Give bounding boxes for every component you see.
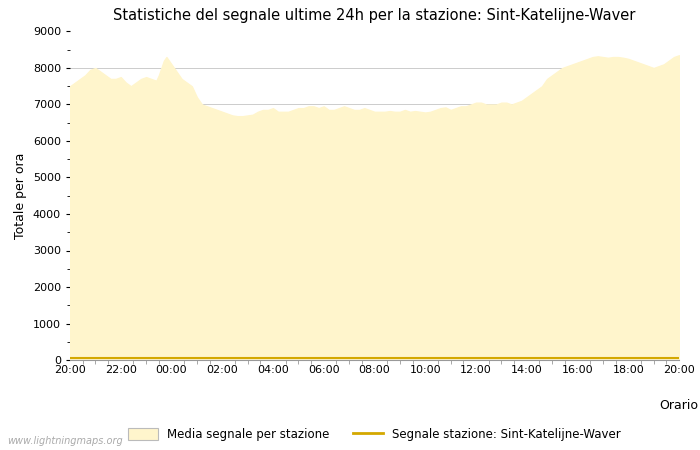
X-axis label: Orario: Orario <box>659 400 699 412</box>
Legend: Media segnale per stazione, Segnale stazione: Sint-Katelijne-Waver: Media segnale per stazione, Segnale staz… <box>123 423 626 446</box>
Text: www.lightningmaps.org: www.lightningmaps.org <box>7 436 122 446</box>
Title: Statistiche del segnale ultime 24h per la stazione: Sint-Katelijne-Waver: Statistiche del segnale ultime 24h per l… <box>113 9 636 23</box>
Y-axis label: Totale per ora: Totale per ora <box>14 153 27 239</box>
